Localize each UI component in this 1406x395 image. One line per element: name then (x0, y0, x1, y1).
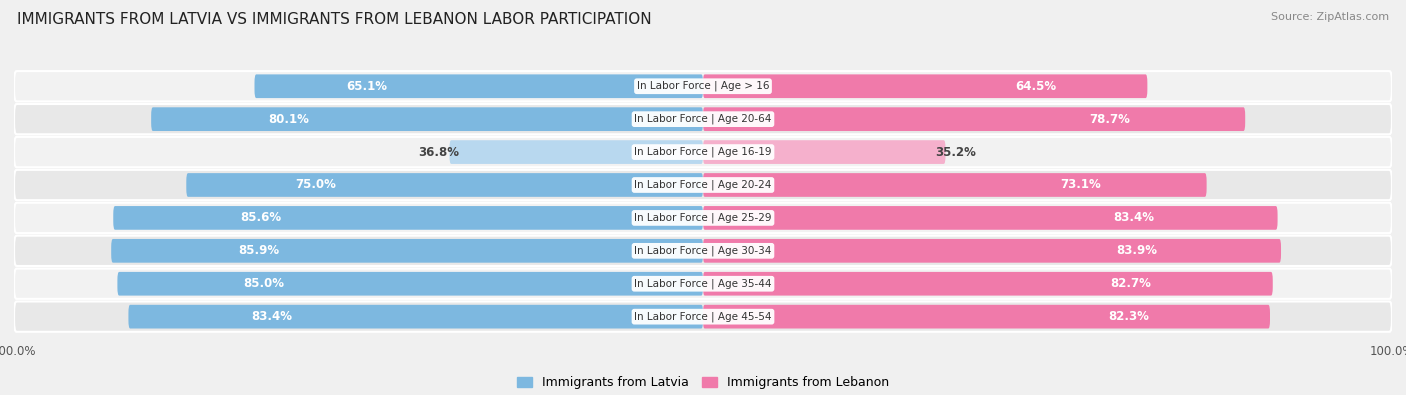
FancyBboxPatch shape (114, 206, 703, 230)
FancyBboxPatch shape (703, 173, 1206, 197)
FancyBboxPatch shape (14, 203, 1392, 233)
FancyBboxPatch shape (703, 272, 1272, 295)
FancyBboxPatch shape (14, 170, 1392, 200)
FancyBboxPatch shape (254, 74, 703, 98)
Text: In Labor Force | Age 16-19: In Labor Force | Age 16-19 (634, 147, 772, 157)
FancyBboxPatch shape (14, 236, 1392, 266)
Text: In Labor Force | Age 25-29: In Labor Force | Age 25-29 (634, 213, 772, 223)
Text: 35.2%: 35.2% (935, 146, 976, 158)
FancyBboxPatch shape (14, 269, 1392, 299)
Text: 82.3%: 82.3% (1108, 310, 1149, 323)
FancyBboxPatch shape (703, 305, 1270, 329)
Text: In Labor Force | Age 30-34: In Labor Force | Age 30-34 (634, 246, 772, 256)
Text: 83.4%: 83.4% (1114, 211, 1154, 224)
FancyBboxPatch shape (14, 104, 1392, 134)
FancyBboxPatch shape (14, 71, 1392, 102)
Text: 36.8%: 36.8% (419, 146, 460, 158)
Text: 78.7%: 78.7% (1090, 113, 1130, 126)
Text: In Labor Force | Age 20-64: In Labor Force | Age 20-64 (634, 114, 772, 124)
Legend: Immigrants from Latvia, Immigrants from Lebanon: Immigrants from Latvia, Immigrants from … (512, 371, 894, 394)
FancyBboxPatch shape (117, 272, 703, 295)
FancyBboxPatch shape (703, 140, 945, 164)
Text: In Labor Force | Age 20-24: In Labor Force | Age 20-24 (634, 180, 772, 190)
FancyBboxPatch shape (703, 239, 1281, 263)
Text: 65.1%: 65.1% (346, 80, 387, 93)
Text: 85.6%: 85.6% (240, 211, 281, 224)
Text: 85.9%: 85.9% (239, 245, 280, 257)
FancyBboxPatch shape (128, 305, 703, 329)
Text: 85.0%: 85.0% (243, 277, 284, 290)
Text: In Labor Force | Age 35-44: In Labor Force | Age 35-44 (634, 278, 772, 289)
FancyBboxPatch shape (450, 140, 703, 164)
FancyBboxPatch shape (152, 107, 703, 131)
Text: IMMIGRANTS FROM LATVIA VS IMMIGRANTS FROM LEBANON LABOR PARTICIPATION: IMMIGRANTS FROM LATVIA VS IMMIGRANTS FRO… (17, 12, 651, 27)
FancyBboxPatch shape (111, 239, 703, 263)
FancyBboxPatch shape (14, 301, 1392, 332)
FancyBboxPatch shape (703, 107, 1246, 131)
Text: 75.0%: 75.0% (295, 179, 336, 192)
Text: In Labor Force | Age > 16: In Labor Force | Age > 16 (637, 81, 769, 92)
Text: 73.1%: 73.1% (1060, 179, 1101, 192)
Text: 64.5%: 64.5% (1015, 80, 1057, 93)
FancyBboxPatch shape (186, 173, 703, 197)
Text: 83.9%: 83.9% (1116, 245, 1157, 257)
FancyBboxPatch shape (703, 206, 1278, 230)
Text: Source: ZipAtlas.com: Source: ZipAtlas.com (1271, 12, 1389, 22)
FancyBboxPatch shape (703, 74, 1147, 98)
FancyBboxPatch shape (14, 137, 1392, 167)
Text: 83.4%: 83.4% (252, 310, 292, 323)
Text: 80.1%: 80.1% (269, 113, 309, 126)
Text: In Labor Force | Age 45-54: In Labor Force | Age 45-54 (634, 311, 772, 322)
Text: 82.7%: 82.7% (1109, 277, 1150, 290)
